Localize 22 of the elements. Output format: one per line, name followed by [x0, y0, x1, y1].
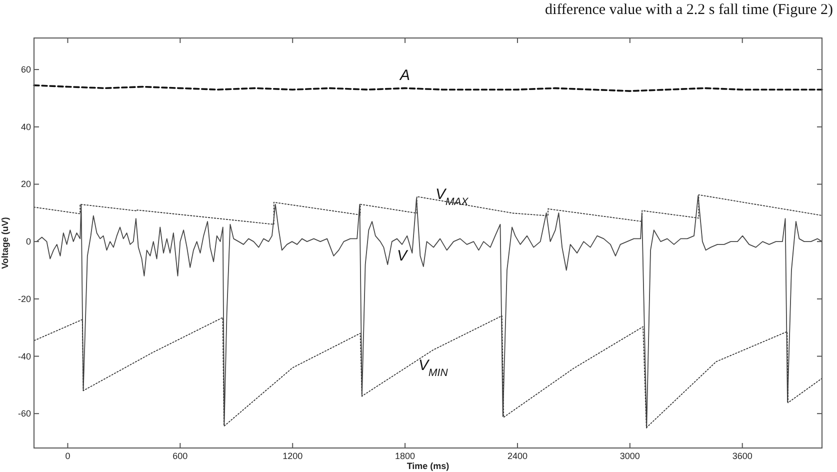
x-tick-label: 0 — [65, 451, 70, 461]
x-tick-label: 3600 — [732, 451, 752, 461]
x-tick-label: 1800 — [395, 451, 416, 461]
y-tick-label: 40 — [20, 122, 31, 132]
series-label: V$_{MIN}$ — [418, 356, 448, 379]
text: difference value with a 2.2 s fall time (Figure 2) — [545, 2, 833, 18]
x-tick-label: 2400 — [507, 451, 528, 461]
series-label: A — [399, 67, 410, 84]
y-tick-label: -40 — [18, 351, 31, 362]
y-tick-label: 0 — [26, 236, 31, 247]
y-tick-label: -20 — [18, 294, 31, 304]
x-tick-label: 3000 — [620, 451, 640, 461]
series-label: V — [397, 247, 410, 264]
series-label: V$_{MAX}$ — [435, 186, 470, 208]
x-tick-label: 600 — [172, 451, 188, 461]
y-tick-label: 20 — [20, 179, 31, 190]
y-axis-title: Voltage (uV) — [0, 217, 10, 269]
y-tick-label: 60 — [20, 64, 31, 75]
line-series — [34, 315, 822, 428]
x-tick-label: 1200 — [282, 451, 303, 461]
x-axis-title: Time (ms) — [406, 461, 450, 471]
y-tick-label: -60 — [18, 408, 31, 419]
